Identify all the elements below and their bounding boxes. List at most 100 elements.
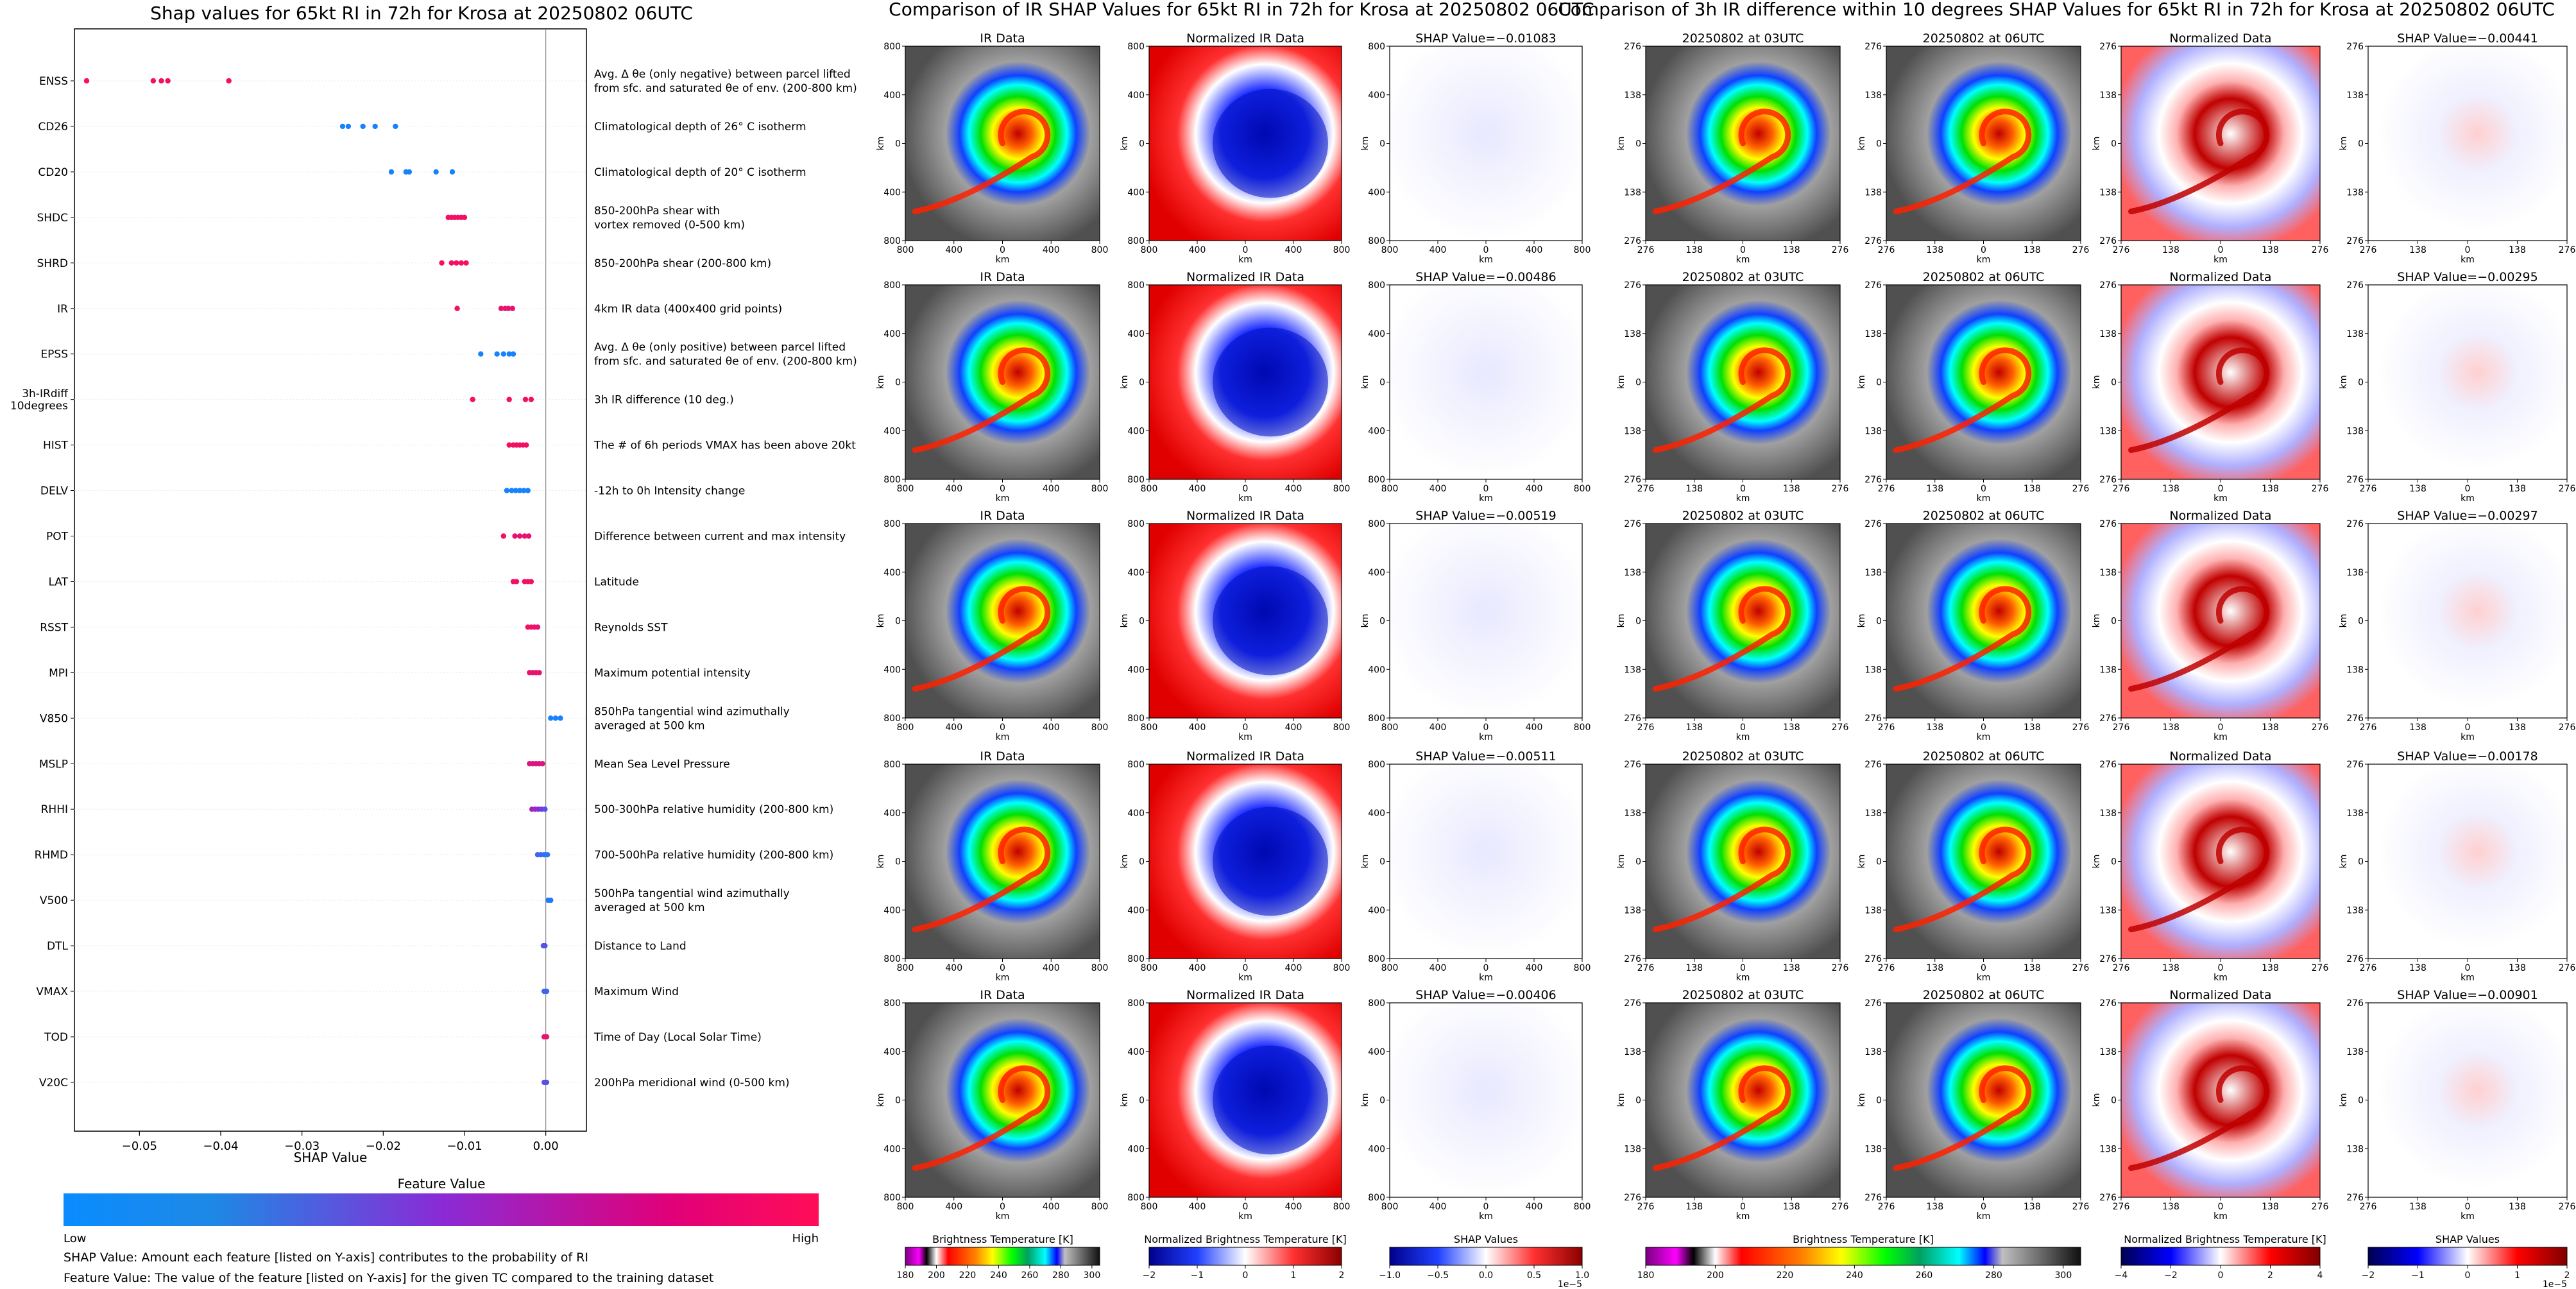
panel-y-tick-label: 400 [883,90,901,101]
panel-x-tick-label: 0 [1483,963,1489,973]
panel-x-tick-label: 276 [2072,245,2090,255]
feature-name-label: POT [46,531,69,543]
cold-cloud-region [1213,807,1328,916]
panel-norm_ir-row-2: Normalized IR Data8008004004000040040080… [1120,270,1350,504]
panel-y-tick-label: 0 [2358,1096,2364,1106]
panel-y-unit: km [1360,1093,1370,1107]
panel-y-tick-label: 138 [1864,187,1882,198]
panel-x-tick-label: 400 [1189,722,1206,733]
panel-x-unit: km [1238,1211,1252,1222]
panel-y-tick-label: 276 [1864,280,1882,291]
panel-y-unit: km [1616,614,1626,628]
shap-point [521,488,527,493]
panel-y-tick-label: 800 [1127,1193,1145,1203]
panel-x-unit: km [996,493,1010,504]
panel-x-tick-label: 800 [1091,484,1109,494]
panel-y-tick-label: 0 [2111,617,2117,627]
panel-x-unit: km [2461,732,2475,742]
colorbar-normalized-bt-2: Normalized Brightness Temperature [K] −4… [2115,1233,2326,1281]
feature-name-label: MPI [49,667,68,679]
panel-y-tick-label: 138 [2346,1047,2364,1057]
panel-y-tick-label: 276 [1624,236,1641,246]
shap-point [542,943,548,949]
feature-description: averaged at 500 km [594,901,705,914]
panel-x-tick-label: 276 [2559,722,2576,733]
panel-norm_ir-row-4: Normalized IR Data8008004004000040040080… [1120,749,1350,983]
panel-x-tick-label: 276 [1832,245,1849,255]
panel-y-unit: km [1857,614,1867,628]
panel-x-tick-label: 400 [1043,1202,1060,1212]
shap-point [500,351,506,357]
panel-x-tick-label: 276 [2072,484,2090,494]
panel-y-tick-label: 400 [1368,187,1385,198]
panel-x-tick-label: 400 [1429,722,1447,733]
feature-name-label: CD20 [38,166,68,179]
panel-x-tick-label: 0 [1740,484,1746,494]
panel-x-tick-label: 0 [1483,484,1489,494]
feature-name-label: TOD [44,1031,68,1044]
panel-x-tick-label: 276 [2360,1202,2377,1212]
panel-title: Normalized IR Data [1186,31,1304,46]
panel-y-tick-label: 400 [1127,568,1145,578]
feature-name-label: SHRD [37,257,68,270]
panel-y-tick-label: 276 [2346,475,2364,485]
panel-y-tick-label: 276 [1864,954,1882,964]
panel-x-tick-label: 400 [945,245,962,255]
feature-name-label: V20C [39,1077,68,1089]
panel-y-tick-label: 0 [895,617,901,627]
panel-y-tick-label: 138 [2099,90,2117,101]
panel-y-tick-label: 276 [2099,475,2117,485]
feature-name-label: DTL [47,940,68,953]
colorbar-brightness-temperature: Brightness Temperature [K] 180 200 220 240 2… [897,1233,1101,1281]
panel-image [1390,46,1582,241]
colorbar-tick-label: −1 [2411,1270,2425,1281]
panel-y-tick-label: 276 [1864,42,1882,52]
panel-y-unit: km [2339,1093,2349,1107]
shap-point [498,305,504,311]
panel-y-unit: km [876,137,886,151]
panel-y-tick-label: 0 [1379,857,1385,867]
panel-x-tick-label: 800 [1141,1202,1158,1212]
feature-description: 500-300hPa relative humidity (200-800 km… [594,803,833,816]
panel-title: SHAP Value=−0.00901 [2397,988,2538,1002]
panel-norm-row-4: Normalized Data2762761381380013813827627… [2092,749,2328,983]
panel-title: Normalized IR Data [1186,509,1304,523]
panel-y-tick-label: 138 [2346,808,2364,819]
shap-point [158,78,164,84]
panel-title: 20250802 at 06UTC [1923,270,2045,284]
colorbar-shap-values-2: SHAP Values −2 −1 0 1 2 1e−5 [2362,1233,2570,1289]
panel-y-tick-label: 276 [1864,236,1882,246]
panel-y-tick-label: 400 [1127,426,1145,436]
panel-title: IR Data [980,509,1025,523]
panel-x-tick-label: 276 [1637,245,1655,255]
colorbar-shap2-label: SHAP Values [2435,1233,2500,1245]
feature-name-label: 10degrees [10,400,68,413]
panel-y-tick-label: 800 [1368,998,1385,1009]
panel-x-tick-label: 276 [2312,484,2329,494]
panel-y-tick-label: 138 [2346,568,2364,578]
panel-y-tick-label: 800 [883,760,901,770]
colorbar-bt2-label: Brightness Temperature [K] [1793,1233,1934,1245]
feature-description: Mean Sea Level Pressure [594,758,730,771]
panel-x-tick-label: 276 [2559,963,2576,973]
panel-x-tick-label: 400 [1043,245,1060,255]
x-tick-label: −0.01 [447,1140,482,1153]
panel-x-tick-label: 138 [1926,484,1943,494]
panel-x-tick-label: 138 [2162,963,2179,973]
panel-y-tick-label: 400 [1127,905,1145,916]
feature-description: Reynolds SST [594,621,668,634]
panel-x-tick-label: 0 [1000,1202,1005,1212]
panel-x-tick-label: 138 [1926,963,1943,973]
panel-x-unit: km [2461,1211,2475,1222]
shap-point [506,442,512,448]
spiral-band [1652,347,1791,454]
panel-x-unit: km [2461,973,2475,983]
feature-name-label: EPSS [40,348,68,361]
shap-point [543,1079,550,1086]
panel-y-tick-label: 0 [2111,857,2117,867]
panel-y-tick-label: 276 [2346,713,2364,724]
panel-norm_ir-row-3: Normalized IR Data8008004004000040040080… [1120,509,1350,742]
panel-y-tick-label: 276 [2099,280,2117,291]
diff-comparison-title: Comparison of 3h IR difference within 10… [1558,0,2555,20]
